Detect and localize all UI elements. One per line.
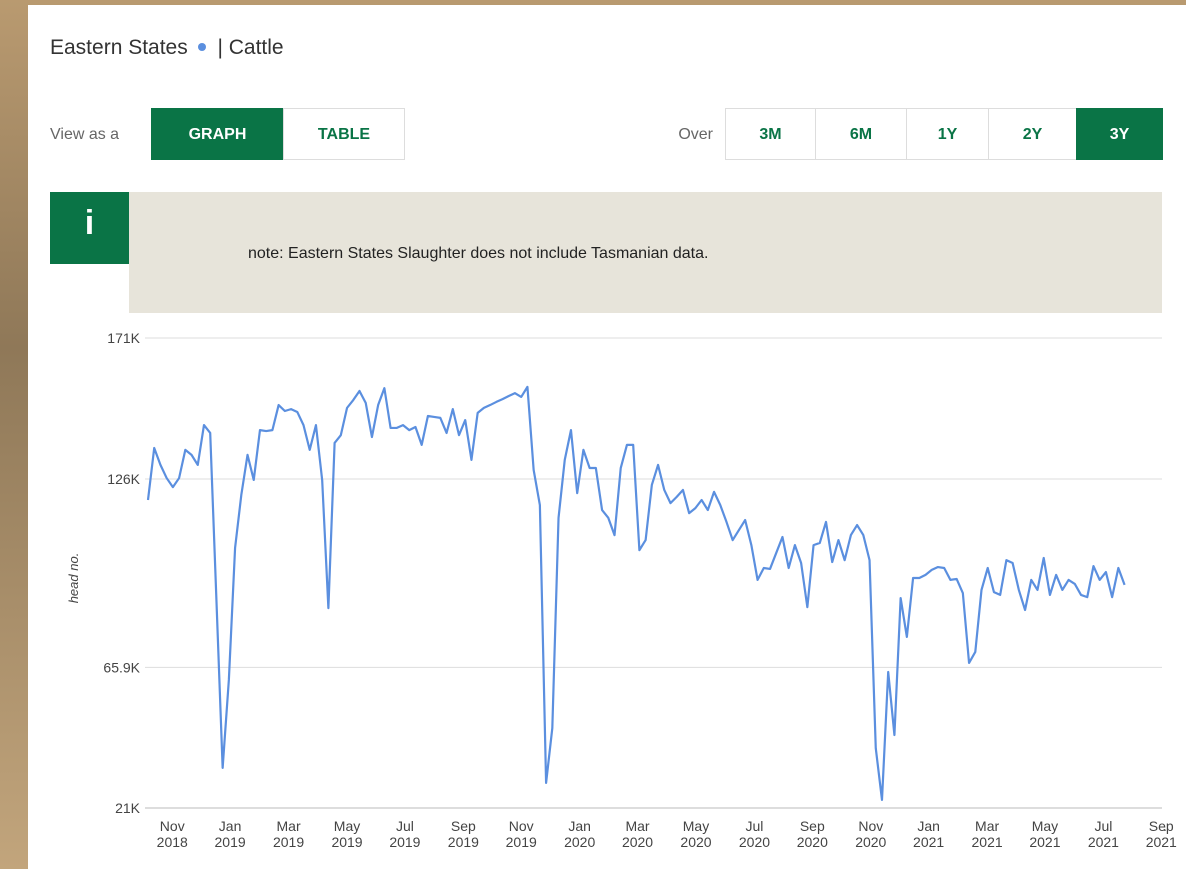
x-tick-label: Jan 2019	[210, 818, 250, 850]
x-tick-label: May 2020	[676, 818, 716, 850]
x-tick-label: Jul 2019	[385, 818, 425, 850]
y-tick-label: 65.9K	[103, 659, 140, 675]
page: Eastern States | Cattle View as a Over G…	[0, 0, 1186, 869]
y-tick-label: 21K	[115, 800, 141, 816]
x-tick-label: .	[1145, 818, 1185, 834]
y-tick-label: 171K	[107, 330, 140, 346]
x-tick-label: Jan 2021	[909, 818, 949, 850]
x-tick-label: Mar 2019	[269, 818, 309, 850]
x-tick-label: May 2019	[327, 818, 367, 850]
x-tick-label: Nov 2018	[152, 818, 192, 850]
x-tick-label: Jan 2020	[560, 818, 600, 850]
y-axis-label: head no.	[66, 553, 81, 604]
x-tick-label: Sep 2019	[443, 818, 483, 850]
x-tick-label: Mar 2021	[967, 818, 1007, 850]
x-tick-label: Jul 2020	[734, 818, 774, 850]
data-line	[148, 387, 1125, 800]
x-tick-label: Jul 2021	[1083, 818, 1123, 850]
chart: head no. 21K 65.9K 126K 171K	[0, 0, 1186, 869]
x-tick-label: Sep 2020	[792, 818, 832, 850]
x-tick-label: Nov 2020	[851, 818, 891, 850]
y-tick-label: 126K	[107, 471, 140, 487]
x-tick-label: Nov 2019	[501, 818, 541, 850]
x-tick-label: May 2021	[1025, 818, 1065, 850]
x-tick-label: Mar 2020	[618, 818, 658, 850]
